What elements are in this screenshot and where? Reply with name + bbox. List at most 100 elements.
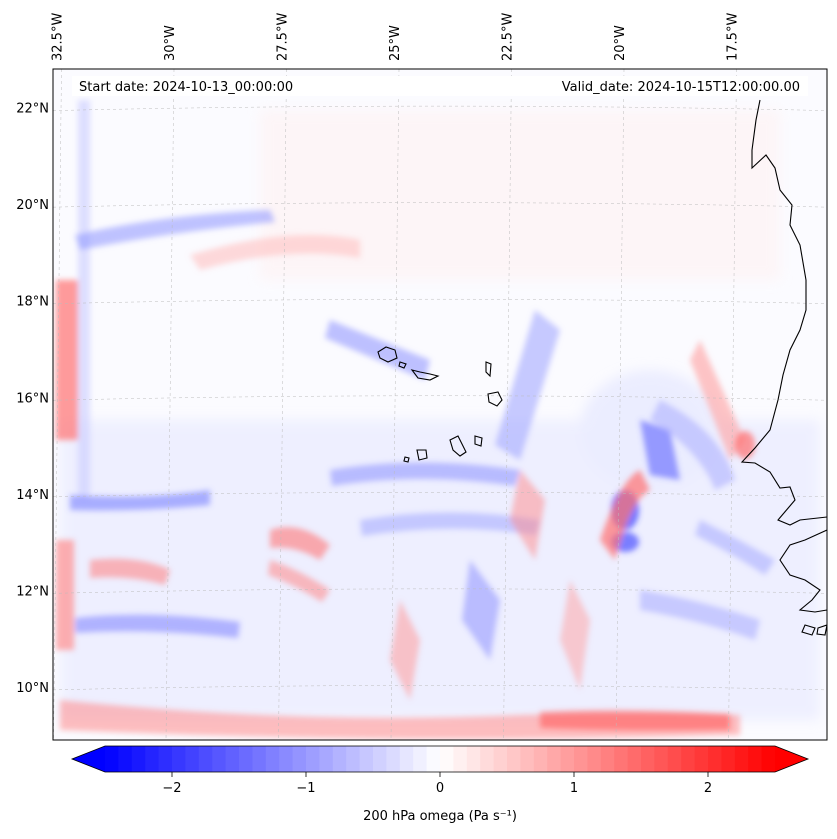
colorbar-step (105, 746, 119, 772)
africa-coastline (740, 99, 827, 526)
lat-tick-label: 10°N (16, 681, 49, 696)
gridline-lat-0 (53, 105, 827, 111)
colorbar-tick-label: 2 (704, 781, 712, 796)
colorbar-step (319, 746, 334, 772)
colorbar-step (614, 746, 629, 772)
colorbar-step (118, 746, 133, 772)
colorbar-ticks: −2 −1 0 1 2 (162, 772, 712, 796)
colorbar-step (292, 746, 307, 772)
island-maio (474, 435, 483, 447)
colorbar-step (560, 746, 575, 772)
lat-tick-label: 22°N (16, 102, 49, 117)
colorbar-step (748, 746, 763, 772)
colorbar-step (627, 746, 642, 772)
gridline-lon-6 (728, 69, 737, 740)
island-santiago (449, 435, 467, 457)
colorbar-step (212, 746, 227, 772)
gridline-lat-5 (53, 588, 827, 594)
valid-date-label: Valid_date: 2024-10-15T12:00:00.00 (562, 80, 800, 95)
longitude-tick-labels: 32.5°W 30°W 27.5°W 25°W 22.5°W 20°W 17.5°W (51, 13, 741, 61)
lon-tick-label: 20°W (613, 25, 628, 61)
bissagos-islands (801, 624, 827, 636)
colorbar-tick-label: 0 (436, 781, 444, 796)
colorbar-label: 200 hPa omega (Pa s⁻¹) (363, 809, 517, 824)
colorbar-step (667, 746, 682, 772)
start-date-label: Start date: 2024-10-13_00:00:00 (79, 80, 293, 95)
colorbar-step (694, 746, 709, 772)
colorbar-step (547, 746, 562, 772)
colorbar-outline (70, 745, 810, 773)
island-sao-nicolau (410, 369, 440, 381)
latitude-tick-labels: 22°N 20°N 18°N 16°N 14°N 12°N 10°N (16, 102, 49, 696)
colorbar-step (158, 746, 173, 772)
island-brava (403, 456, 410, 463)
colorbar-step (239, 746, 253, 772)
colorbar: −2 −1 0 1 2 200 hPa omega (Pa s⁻¹) (70, 745, 810, 824)
gridline-lon-2 (278, 69, 287, 740)
colorbar-steps (105, 746, 776, 772)
island-sao-vicente (398, 361, 407, 369)
gridline-lon-0 (53, 69, 62, 740)
gridline-lat-3 (53, 395, 827, 401)
colorbar-step (453, 746, 468, 772)
colorbar-step (600, 746, 615, 772)
date-label-bar: Start date: 2024-10-13_00:00:00 Valid_da… (72, 76, 808, 96)
gridline-lat-2 (53, 298, 827, 304)
map-panel: Start date: 2024-10-13_00:00:00 Valid_da… (53, 69, 827, 740)
map-frame (52, 68, 828, 741)
gridline-lat-1 (53, 202, 827, 208)
colorbar-step (761, 746, 776, 772)
lon-tick-label: 17.5°W (726, 13, 741, 61)
colorbar-step (225, 746, 240, 772)
colorbar-step (279, 746, 294, 772)
colorbar-step (480, 746, 495, 772)
gridline-lon-1 (165, 69, 175, 740)
map-gridlines (53, 69, 827, 740)
colorbar-step (466, 746, 481, 772)
island-fogo (416, 449, 428, 461)
gridline-lat-6 (53, 685, 827, 691)
colorbar-step (332, 746, 347, 772)
colorbar-step (373, 746, 387, 772)
colorbar-step (131, 746, 146, 772)
lat-tick-label: 20°N (16, 198, 49, 213)
colorbar-tick-label: −1 (296, 781, 315, 796)
colorbar-step (493, 746, 508, 772)
colorbar-step (346, 746, 361, 772)
lat-tick-label: 14°N (16, 488, 49, 503)
colorbar-step (708, 746, 722, 772)
lon-tick-label: 30°W (163, 25, 178, 61)
gridline-lon-3 (390, 69, 400, 740)
colorbar-step (681, 746, 696, 772)
gambia-guinea-coast (779, 529, 827, 613)
colorbar-step (641, 746, 655, 772)
colorbar-step (721, 746, 736, 772)
colorbar-step (587, 746, 602, 772)
colorbar-step (654, 746, 669, 772)
lon-tick-label: 32.5°W (51, 13, 66, 61)
colorbar-step (172, 746, 186, 772)
colorbar-step (386, 746, 401, 772)
colorbar-step (734, 746, 749, 772)
colorbar-step (306, 746, 320, 772)
lon-tick-label: 25°W (388, 25, 403, 61)
lat-tick-label: 18°N (16, 295, 49, 310)
colorbar-step (426, 746, 441, 772)
coastline (377, 99, 827, 636)
island-boa-vista (487, 391, 503, 407)
colorbar-tick-label: 1 (570, 781, 578, 796)
gridline-lat-4 (53, 492, 827, 498)
colorbar-tick-label: −2 (162, 781, 181, 796)
colorbar-step (507, 746, 521, 772)
colorbar-step (198, 746, 213, 772)
colorbar-extend-max (775, 746, 808, 772)
gridline-lon-4 (503, 69, 512, 740)
gridline-lon-5 (615, 69, 625, 740)
lon-tick-label: 22.5°W (501, 13, 516, 61)
colorbar-step (440, 746, 454, 772)
colorbar-step (265, 746, 280, 772)
colorbar-step (533, 746, 548, 772)
lon-tick-label: 27.5°W (276, 13, 291, 61)
island-sal (485, 361, 492, 378)
